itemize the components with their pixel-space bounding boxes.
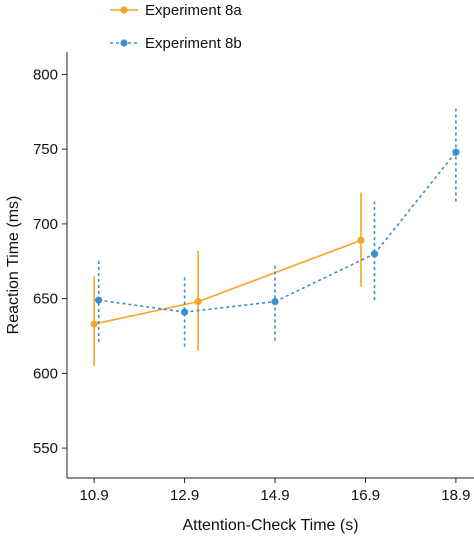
x-axis-ticks: 10.9 12.9 14.9 16.9 18.9 (80, 478, 471, 504)
legend: Experiment 8a Experiment 8b (110, 2, 242, 52)
data-point (90, 320, 98, 328)
plot-area (90, 107, 460, 366)
data-point (452, 148, 460, 156)
axes: 550 600 650 700 750 800 10.9 12.9 14.9 16.9 18.9 (33, 52, 474, 504)
legend-item: Experiment 8b (110, 35, 242, 52)
x-axis-label: Attention-Check Time (s) (182, 517, 358, 534)
series-1 (90, 192, 365, 366)
series-line-segment (373, 151, 457, 255)
series-2 (95, 107, 460, 347)
series-line-segment (197, 239, 362, 303)
series-line-segment (274, 253, 375, 303)
x-tick-label: 18.9 (441, 487, 470, 504)
data-point (194, 298, 202, 306)
y-axis-ticks: 550 600 650 700 750 800 (33, 66, 67, 457)
x-tick-label: 14.9 (260, 487, 289, 504)
y-tick-label: 750 (33, 141, 58, 158)
data-point (370, 250, 379, 258)
legend-label: Experiment 8b (145, 35, 242, 52)
y-tick-label: 800 (33, 66, 58, 83)
legend-label: Experiment 8a (145, 2, 242, 19)
legend-marker (120, 39, 128, 47)
legend-item: Experiment 8a (110, 2, 242, 19)
x-tick-label: 12.9 (170, 487, 199, 504)
series-line-segment (93, 300, 199, 325)
data-point (271, 298, 279, 306)
y-tick-label: 650 (33, 291, 58, 308)
x-tick-label: 10.9 (80, 487, 109, 504)
y-tick-label: 700 (33, 216, 58, 233)
data-point (95, 296, 103, 304)
series-line-segment (98, 299, 185, 313)
data-point (180, 308, 189, 316)
data-point (357, 236, 365, 244)
legend-marker (120, 6, 128, 14)
y-tick-label: 600 (33, 365, 58, 382)
x-tick-label: 16.9 (351, 487, 380, 504)
y-axis-label: Reaction Time (ms) (5, 196, 22, 335)
y-tick-label: 550 (33, 440, 58, 457)
